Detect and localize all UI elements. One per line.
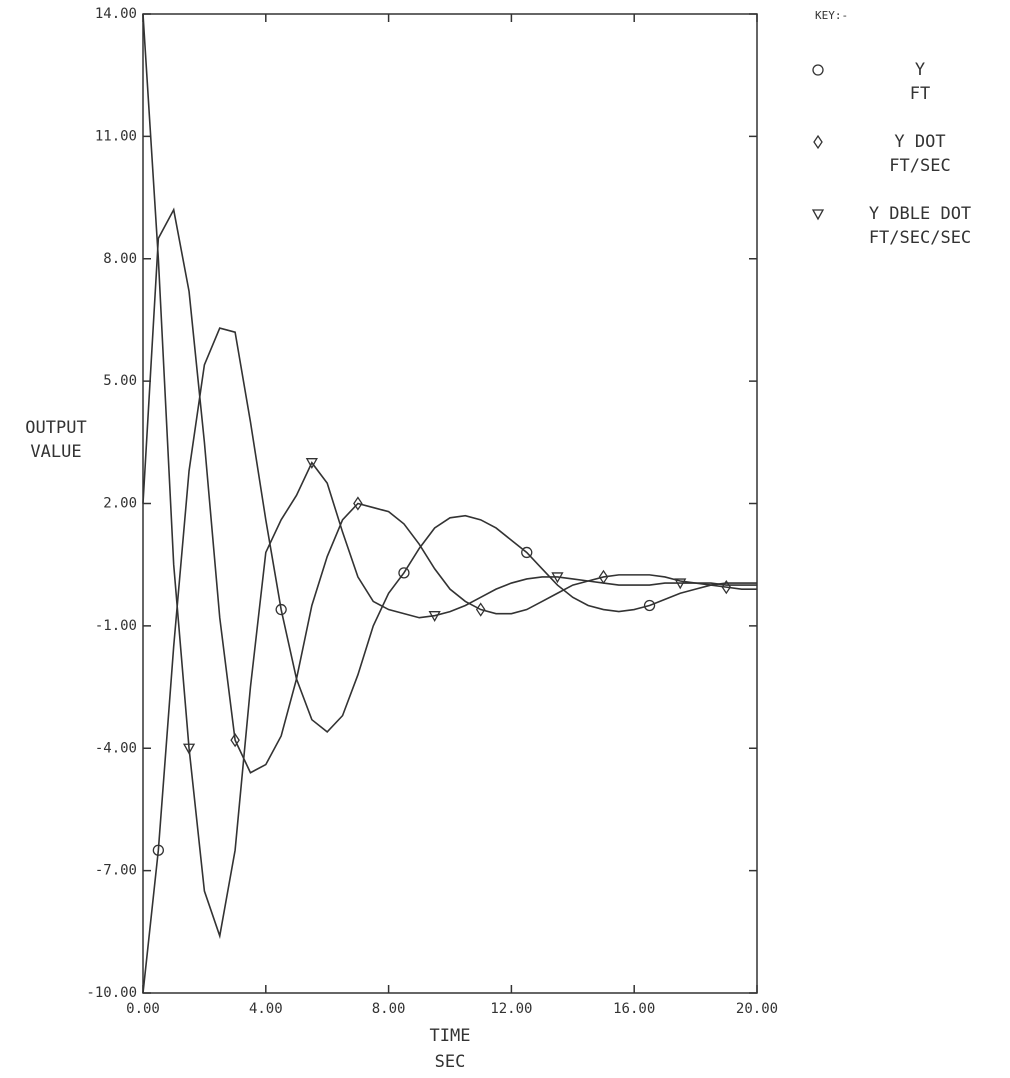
y-axis-label: OUTPUT — [25, 418, 86, 438]
y-tick-label: 5.00 — [103, 373, 137, 389]
legend-unit: FT — [910, 84, 930, 104]
marker — [521, 546, 533, 559]
marker — [182, 743, 196, 755]
marker — [812, 64, 824, 76]
marker — [152, 844, 165, 856]
marker — [305, 458, 318, 470]
series-line — [142, 207, 757, 774]
marker — [674, 578, 687, 590]
y-tick-label: 11.00 — [95, 128, 137, 144]
y-tick-label: -7.00 — [95, 863, 137, 879]
y-axis-label: VALUE — [30, 442, 81, 462]
marker — [643, 599, 656, 612]
marker — [398, 567, 410, 579]
marker — [551, 572, 564, 584]
marker — [353, 496, 363, 511]
x-axis-unit: SEC — [435, 1052, 466, 1072]
marker — [811, 209, 825, 221]
marker — [230, 732, 240, 748]
series-line — [142, 327, 757, 994]
y-tick-label: 2.00 — [103, 496, 137, 512]
legend-label: Y DBLE DOT — [869, 204, 971, 224]
legend-label: Y — [915, 60, 925, 80]
y-tick-label: -1.00 — [95, 618, 137, 634]
x-tick-label: 4.00 — [249, 1001, 283, 1017]
x-tick-label: 8.00 — [372, 1001, 406, 1017]
marker — [475, 602, 486, 617]
marker — [275, 603, 287, 616]
y-tick-label: 8.00 — [103, 251, 137, 267]
marker — [813, 134, 823, 150]
y-tick-label: 14.00 — [95, 6, 137, 22]
legend-unit: FT/SEC/SEC — [869, 228, 971, 248]
marker — [428, 611, 441, 623]
x-tick-label: 12.00 — [490, 1001, 532, 1017]
legend-label: Y DOT — [894, 132, 945, 152]
y-tick-label: -10.00 — [86, 985, 137, 1001]
x-tick-label: 20.00 — [736, 1001, 778, 1017]
legend-unit: FT/SEC — [889, 156, 950, 176]
x-tick-label: 0.00 — [126, 1001, 160, 1017]
series-line — [142, 13, 757, 940]
y-tick-label: -4.00 — [95, 740, 137, 756]
x-tick-label: 16.00 — [613, 1001, 655, 1017]
legend-title: KEY:- — [815, 9, 848, 22]
x-axis-label: TIME — [430, 1026, 471, 1046]
